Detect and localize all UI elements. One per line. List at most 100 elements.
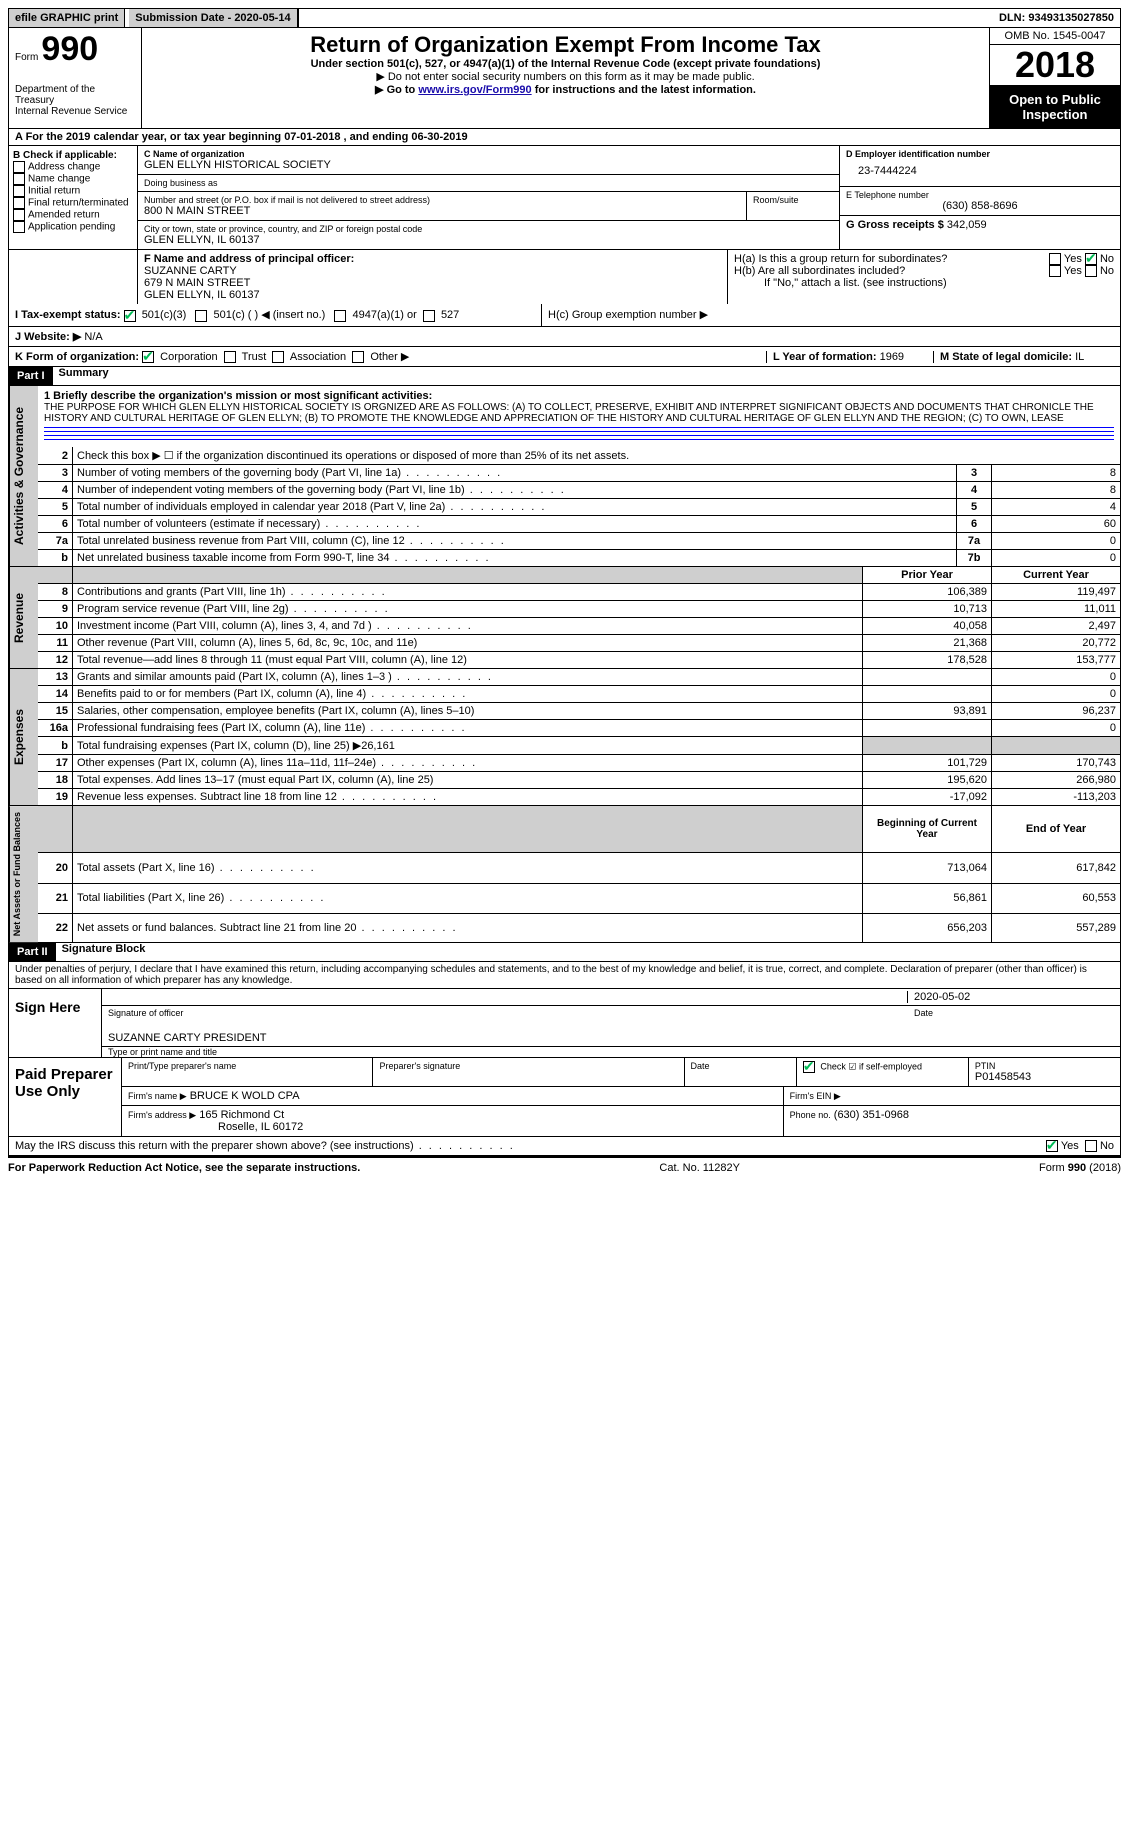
rp12: 178,528 bbox=[863, 652, 992, 669]
m-label: M State of legal domicile: bbox=[940, 351, 1072, 363]
check-name[interactable] bbox=[13, 173, 25, 185]
opt-amended: Amended return bbox=[28, 210, 100, 221]
ha-yes[interactable] bbox=[1049, 253, 1061, 265]
n3: 3 bbox=[38, 465, 73, 482]
type-name-label: Type or print name and title bbox=[102, 1047, 1120, 1057]
revenue-table: Prior YearCurrent Year 8Contributions an… bbox=[38, 567, 1120, 668]
website-row: J Website: ▶ N/A bbox=[8, 327, 1121, 347]
hb-yes[interactable] bbox=[1049, 265, 1061, 277]
nn21: 21 bbox=[38, 883, 73, 913]
opt-corp: Corporation bbox=[160, 351, 217, 363]
v3: 8 bbox=[992, 465, 1121, 482]
goto-pre: Go to bbox=[387, 84, 419, 96]
phone-value: (630) 858-8696 bbox=[846, 200, 1114, 212]
v7b: 0 bbox=[992, 550, 1121, 567]
check-final[interactable] bbox=[13, 197, 25, 209]
irs-no[interactable] bbox=[1085, 1140, 1097, 1152]
city-value: GLEN ELLYN, IL 60137 bbox=[144, 234, 833, 246]
4947-check[interactable] bbox=[334, 310, 346, 322]
irs-yes-text: Yes bbox=[1061, 1140, 1079, 1152]
opt-assoc: Association bbox=[290, 351, 346, 363]
city-label: City or town, state or province, country… bbox=[144, 224, 833, 234]
b6: 6 bbox=[957, 516, 992, 533]
hb-no[interactable] bbox=[1085, 265, 1097, 277]
footer-left: For Paperwork Reduction Act Notice, see … bbox=[8, 1162, 360, 1174]
n7b: b bbox=[38, 550, 73, 567]
part2-header: Part II Signature Block bbox=[8, 943, 1121, 962]
k-assoc[interactable] bbox=[272, 351, 284, 363]
n4: 4 bbox=[38, 482, 73, 499]
footer-cat: Cat. No. 11282Y bbox=[659, 1162, 740, 1174]
check-amended[interactable] bbox=[13, 209, 25, 221]
en14: 14 bbox=[38, 686, 73, 703]
efile-print-button[interactable]: efile GRAPHIC print bbox=[9, 9, 125, 27]
ptin-label: PTIN bbox=[975, 1061, 1114, 1071]
k-corp[interactable] bbox=[142, 351, 154, 363]
rd10: Investment income (Part VIII, column (A)… bbox=[73, 618, 863, 635]
prep-print-label: Print/Type preparer's name bbox=[128, 1061, 366, 1071]
hdr-end: End of Year bbox=[992, 806, 1121, 853]
netassets-section: Net Assets or Fund Balances Beginning of… bbox=[8, 806, 1121, 943]
prep-phone: (630) 351-0968 bbox=[834, 1109, 909, 1121]
rc12: 153,777 bbox=[992, 652, 1121, 669]
opt-address: Address change bbox=[28, 162, 100, 173]
officer-city: GLEN ELLYN, IL 60137 bbox=[144, 289, 721, 301]
officer-street: 679 N MAIN STREET bbox=[144, 277, 721, 289]
l-value: 1969 bbox=[880, 351, 904, 363]
revenue-section: Revenue Prior YearCurrent Year 8Contribu… bbox=[8, 567, 1121, 669]
self-emp-check[interactable] bbox=[803, 1061, 815, 1073]
k-trust[interactable] bbox=[224, 351, 236, 363]
goto-post: for instructions and the latest informat… bbox=[532, 84, 756, 96]
ptin-value: P01458543 bbox=[975, 1071, 1114, 1083]
ssn-note: Do not enter social security numbers on … bbox=[146, 70, 985, 83]
sig-officer-label: Signature of officer bbox=[108, 1008, 914, 1018]
k-other[interactable] bbox=[352, 351, 364, 363]
ha-label: H(a) Is this a group return for subordin… bbox=[734, 253, 947, 265]
may-irs-text: May the IRS discuss this return with the… bbox=[15, 1140, 515, 1152]
rc11: 20,772 bbox=[992, 635, 1121, 652]
n6: 6 bbox=[38, 516, 73, 533]
rc8: 119,497 bbox=[992, 584, 1121, 601]
part1-header: Part I Summary bbox=[8, 367, 1121, 386]
hdr-prior: Prior Year bbox=[863, 567, 992, 584]
hb-note: If "No," attach a list. (see instruction… bbox=[734, 277, 1114, 289]
check-pending[interactable] bbox=[13, 221, 25, 233]
ec18: 266,980 bbox=[992, 772, 1121, 789]
dept-label: Department of the Treasury Internal Reve… bbox=[15, 84, 135, 117]
check-initial[interactable] bbox=[13, 185, 25, 197]
np20: 713,064 bbox=[863, 853, 992, 883]
expenses-table: 13Grants and similar amounts paid (Part … bbox=[38, 669, 1120, 805]
form-990-page: efile GRAPHIC print Submission Date - 20… bbox=[8, 8, 1121, 1178]
ed13: Grants and similar amounts paid (Part IX… bbox=[73, 669, 863, 686]
d7a: Total unrelated business revenue from Pa… bbox=[73, 533, 957, 550]
firm-addr1: 165 Richmond Ct bbox=[199, 1109, 284, 1121]
501c-check[interactable] bbox=[195, 310, 207, 322]
rd8: Contributions and grants (Part VIII, lin… bbox=[73, 584, 863, 601]
ha-no[interactable] bbox=[1085, 253, 1097, 265]
j-label: J Website: ▶ bbox=[15, 330, 81, 343]
prep-date-label: Date bbox=[691, 1061, 790, 1071]
opt-initial: Initial return bbox=[28, 186, 80, 197]
rc10: 2,497 bbox=[992, 618, 1121, 635]
irs-yes[interactable] bbox=[1046, 1140, 1058, 1152]
ec19: -113,203 bbox=[992, 789, 1121, 806]
ed15: Salaries, other compensation, employee b… bbox=[73, 703, 863, 720]
netassets-tab: Net Assets or Fund Balances bbox=[9, 806, 38, 942]
sign-here-label: Sign Here bbox=[9, 989, 102, 1057]
check-address[interactable] bbox=[13, 161, 25, 173]
en18: 18 bbox=[38, 772, 73, 789]
527-check[interactable] bbox=[423, 310, 435, 322]
part2-title: Signature Block bbox=[56, 943, 146, 961]
d6: Total number of volunteers (estimate if … bbox=[73, 516, 957, 533]
np22: 656,203 bbox=[863, 913, 992, 942]
irs-link[interactable]: www.irs.gov/Form990 bbox=[418, 84, 531, 96]
firm-addr2: Roselle, IL 60172 bbox=[128, 1121, 303, 1133]
ep16a bbox=[863, 720, 992, 737]
501c3-check[interactable] bbox=[124, 310, 136, 322]
self-emp-label: Check ☑ if self-employed bbox=[820, 1062, 922, 1072]
nd20: Total assets (Part X, line 16) bbox=[73, 853, 863, 883]
en19: 19 bbox=[38, 789, 73, 806]
gross-label: G Gross receipts $ bbox=[846, 219, 944, 231]
nc21: 60,553 bbox=[992, 883, 1121, 913]
b7b: 7b bbox=[957, 550, 992, 567]
